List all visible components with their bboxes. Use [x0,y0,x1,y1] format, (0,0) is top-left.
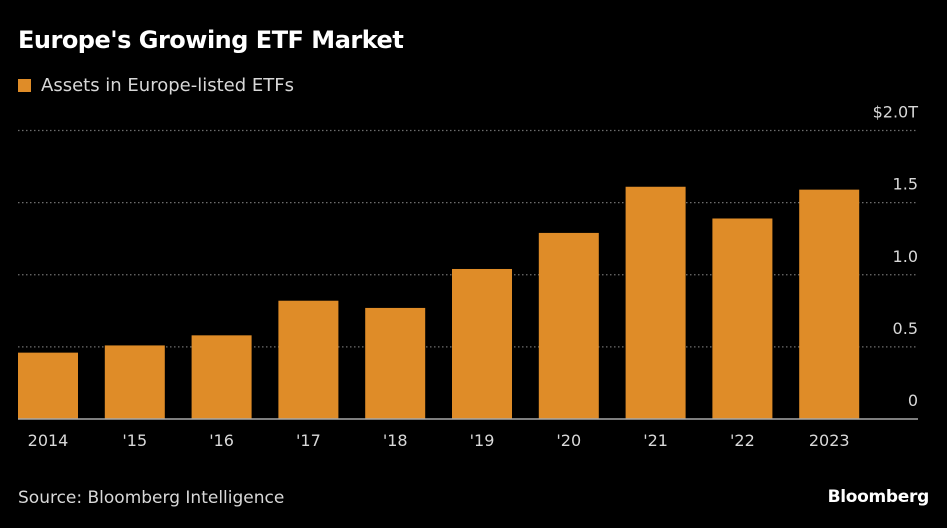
bar [625,186,686,419]
bar [191,335,252,419]
x-tick-label: '21 [643,431,668,450]
bar [278,300,339,419]
x-tick-label: '22 [730,431,755,450]
bar [18,352,78,419]
bar [365,307,426,419]
legend-swatch [18,79,31,92]
x-tick-label: '18 [383,431,408,450]
bar [799,189,860,419]
y-tick-label: 1.5 [893,175,918,194]
x-tick-label: 2014 [28,431,69,450]
legend: Assets in Europe-listed ETFs [18,75,294,96]
bar [712,218,773,419]
x-tick-label: '17 [296,431,321,450]
chart-title: Europe's Growing ETF Market [18,26,404,54]
bloomberg-logo: Bloomberg [827,487,930,507]
x-tick-label: '20 [556,431,581,450]
y-tick-label: 1.0 [893,247,918,266]
bar [452,268,512,419]
bar [104,345,165,419]
legend-label: Assets in Europe-listed ETFs [41,75,294,96]
source-note: Source: Bloomberg Intelligence [18,488,285,508]
y-tick-label: 0.5 [893,319,918,338]
y-tick-label: 0 [908,391,918,410]
x-tick-label: '15 [122,431,147,450]
x-tick-label: '16 [209,431,234,450]
bar [538,232,599,419]
x-tick-label: 2023 [809,431,850,450]
y-tick-label: $2.0T [873,103,919,122]
x-tick-label: '19 [470,431,495,450]
